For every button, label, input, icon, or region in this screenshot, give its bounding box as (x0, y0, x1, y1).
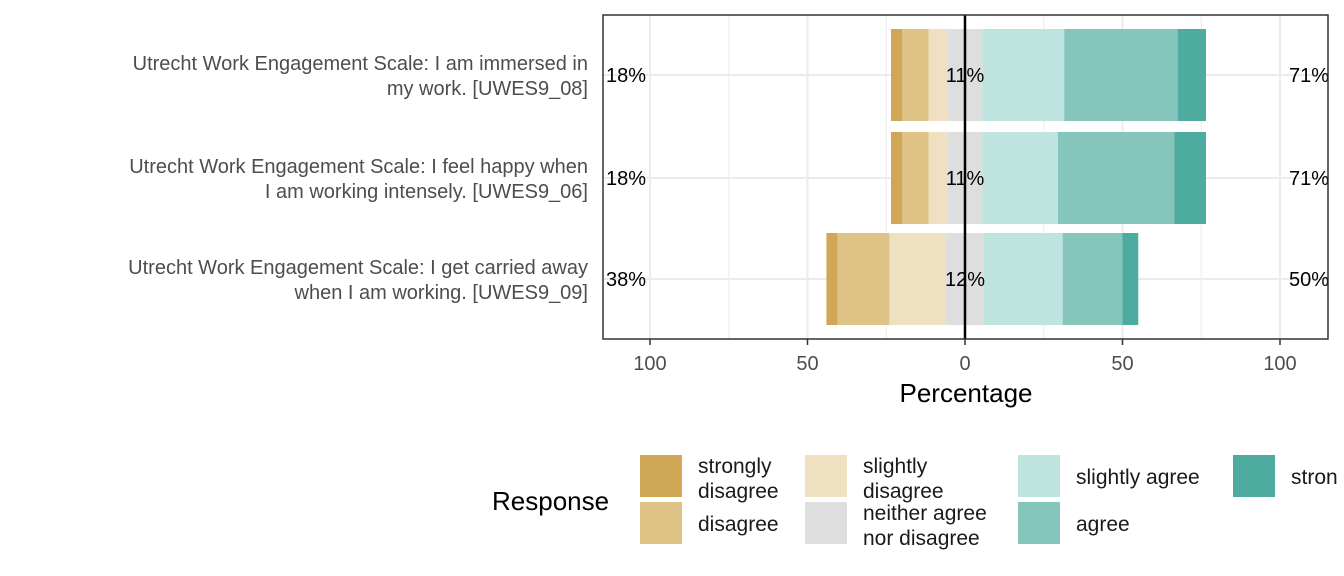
legend-label-line: strongly (698, 455, 772, 478)
left-percent-label: 18% (606, 168, 646, 190)
left-percent-label: 18% (606, 65, 646, 87)
right-percent-label: 71% (1289, 65, 1329, 87)
item-labels: Utrecht Work Engagement Scale: I am imme… (128, 53, 588, 304)
bar-segment (837, 233, 890, 325)
legend-key (640, 502, 682, 544)
bar-segment (1057, 132, 1175, 224)
legend-label-line: disagree (698, 480, 779, 503)
item-label-line: my work. [UWES9_08] (387, 78, 588, 100)
legend-label: agree (1076, 513, 1130, 536)
bar-segment (982, 29, 1065, 121)
x-tick-label: 50 (1111, 353, 1133, 375)
legend-key (1018, 455, 1060, 497)
legend-key (805, 455, 847, 497)
bar-segment (982, 132, 1058, 224)
legend-label: stron (1291, 466, 1338, 489)
item-label: Utrecht Work Engagement Scale: I get car… (128, 257, 588, 304)
legend-label-line: disagree (863, 480, 944, 503)
right-percent-label: 50% (1289, 269, 1329, 291)
legend-label: slightly agree (1076, 466, 1200, 489)
center-percent-label: 11% (946, 65, 985, 87)
legend-label-line: disagree (698, 513, 779, 536)
item-label-line: Utrecht Work Engagement Scale: I get car… (128, 257, 588, 279)
bar-segment (928, 29, 948, 121)
legend-label-line: slightly (863, 455, 928, 478)
item-label-line: Utrecht Work Engagement Scale: I feel ha… (129, 156, 588, 178)
bar-segment (928, 132, 948, 224)
legend-key (1018, 502, 1060, 544)
legend: Response strongly disagreedisagreeslightl… (492, 455, 1338, 550)
bar-segment (826, 233, 838, 325)
bar-segment (1062, 233, 1123, 325)
x-tick-label: 100 (1263, 353, 1296, 375)
legend-key (1233, 455, 1275, 497)
item-label: Utrecht Work Engagement Scale: I am imme… (133, 53, 588, 100)
bar-segment (902, 29, 929, 121)
item-label-line: I am working intensely. [UWES9_06] (265, 181, 588, 203)
left-percent-label: 38% (606, 269, 646, 291)
legend-label-line: stron (1291, 466, 1338, 489)
bar-group (890, 29, 1206, 121)
bar-segment (1177, 29, 1206, 121)
bar-segment (889, 233, 947, 325)
item-label-line: when I am working. [UWES9_09] (294, 282, 588, 304)
bar-segment (983, 233, 1063, 325)
center-percent-label: 11% (946, 168, 985, 190)
legend-label: slightly disagree (863, 455, 944, 503)
legend-label-line: slightly agree (1076, 466, 1200, 489)
bar-segment (890, 132, 902, 224)
percent-labels: 18% 11% 71% 18% 11% 71% 38% 12% 50% (606, 65, 1329, 291)
x-tick-label: 0 (959, 353, 970, 375)
legend-label-line: nor disagree (863, 527, 980, 550)
legend-key (805, 502, 847, 544)
legend-key (640, 455, 682, 497)
bar-segment (1122, 233, 1139, 325)
item-label-line: Utrecht Work Engagement Scale: I am imme… (133, 53, 588, 75)
center-percent-label: 12% (945, 269, 985, 291)
x-axis-title: Percentage (900, 378, 1033, 408)
x-tick-label: 50 (796, 353, 818, 375)
legend-label-line: agree (1076, 513, 1130, 536)
item-label: Utrecht Work Engagement Scale: I feel ha… (129, 156, 588, 203)
right-percent-label: 71% (1289, 168, 1329, 190)
legend-label-line: neither agree (863, 502, 987, 525)
bar-segment (890, 29, 902, 121)
bar-segment (902, 132, 929, 224)
x-axis: 100 50 0 50 100 (633, 339, 1297, 375)
x-tick-label: 100 (633, 353, 666, 375)
bar-segment (1174, 132, 1206, 224)
legend-label: neither agree nor disagree (863, 502, 987, 550)
bar-group (890, 132, 1206, 224)
legend-label: disagree (698, 513, 779, 536)
legend-label: strongly disagree (698, 455, 779, 503)
legend-title: Response (492, 486, 609, 516)
bar-segment (1064, 29, 1178, 121)
